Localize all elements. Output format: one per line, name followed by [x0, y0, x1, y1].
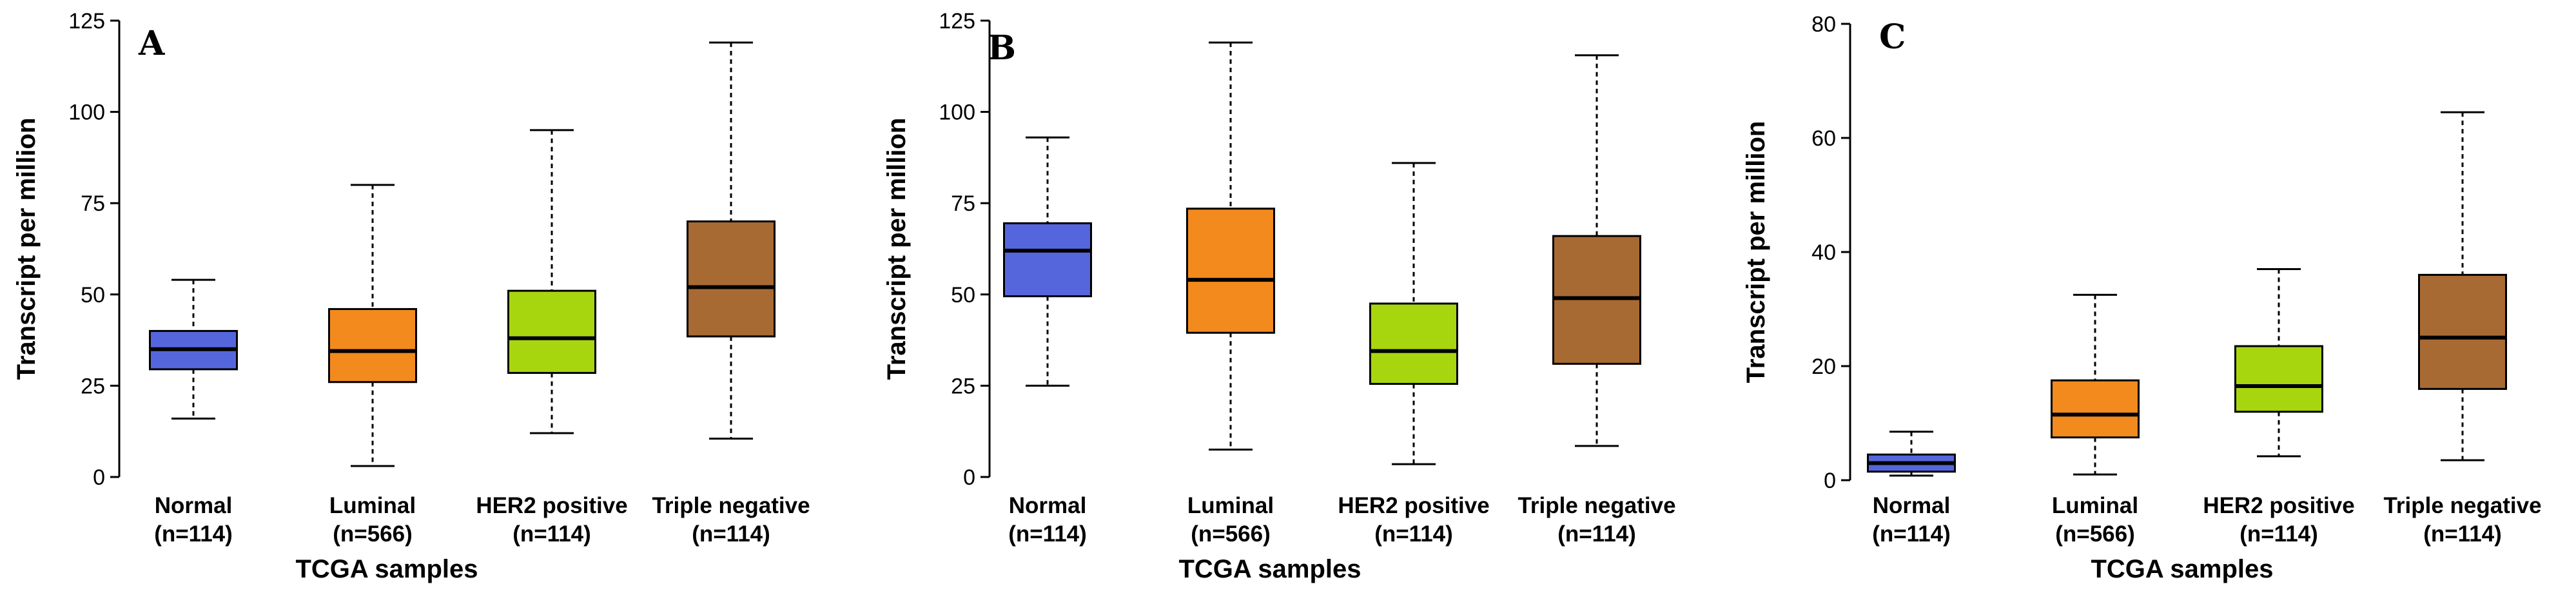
box-her2-positive: HER2 positive (n=114): [476, 129, 628, 547]
category-label: HER2 positive: [476, 493, 627, 518]
iqr-box: [507, 289, 596, 374]
category-count: (n=566): [2055, 521, 2135, 547]
x-axis-title: TCGA samples: [295, 555, 478, 583]
category-label: Luminal: [329, 493, 416, 518]
iqr-box: [2051, 379, 2140, 439]
y-tick-label: 40: [1811, 240, 1836, 265]
y-tick-label: 75: [951, 191, 975, 216]
box-triple-negative: Triple negative (n=114): [2383, 111, 2542, 547]
y-tick-label: 0: [963, 465, 975, 490]
iqr-box: [1003, 222, 1092, 298]
y-tick-label: 80: [1811, 12, 1836, 37]
category-count: (n=114): [1008, 521, 1087, 547]
y-axis-title: Transcript per million: [1742, 121, 1770, 384]
category-label: Triple negative: [652, 493, 810, 518]
iqr-box: [328, 307, 417, 384]
category-count: (n=114): [2423, 521, 2502, 547]
iqr-box: [1369, 302, 1458, 385]
y-tick-label: 25: [951, 374, 975, 398]
y-axis-title: Transcript per million: [883, 118, 911, 380]
category-count: (n=114): [512, 521, 591, 547]
box-normal: Normal (n=114): [149, 278, 238, 547]
panel-label: A: [138, 24, 165, 63]
y-tick-label: 25: [81, 374, 105, 398]
y-tick-label: 100: [939, 101, 975, 125]
category-label: Triple negative: [1517, 493, 1675, 518]
box-her2-positive: HER2 positive (n=114): [1338, 162, 1490, 547]
category-count: (n=114): [1557, 521, 1636, 547]
x-axis-title: TCGA samples: [2091, 555, 2273, 583]
category-count: (n=114): [2239, 521, 2318, 547]
category-label: Normal: [1009, 493, 1087, 518]
category-label: Triple negative: [2383, 493, 2541, 518]
y-tick-label: 75: [81, 191, 105, 216]
y-tick-label: 60: [1811, 126, 1836, 151]
box-luminal: Luminal (n=566): [328, 184, 417, 547]
category-count: (n=114): [1872, 521, 1951, 547]
category-count: (n=566): [333, 521, 413, 547]
iqr-box: [2234, 345, 2323, 413]
iqr-box: [687, 220, 776, 338]
category-count: (n=566): [1191, 521, 1271, 547]
iqr-box: [1186, 208, 1275, 334]
box-luminal: Luminal (n=566): [1186, 41, 1275, 547]
y-tick-label: 0: [1824, 469, 1836, 493]
panel-b: 0 25 50 75 100 125 Transcript per million B Norm…: [883, 9, 1676, 583]
category-label: Luminal: [2052, 493, 2138, 518]
panel-label: C: [1879, 17, 1906, 57]
category-label: Luminal: [1187, 493, 1274, 518]
panel-c: 0 20 40 60 80 Transcript per million C Normal (n…: [1742, 12, 2542, 583]
box-triple-negative: Triple negative (n=114): [1517, 54, 1676, 547]
iqr-box: [2418, 273, 2507, 390]
category-count: (n=114): [154, 521, 233, 547]
x-axis-title: TCGA samples: [1178, 555, 1361, 583]
box-triple-negative: Triple negative (n=114): [652, 41, 810, 547]
y-tick-label: 100: [68, 101, 105, 125]
category-count: (n=114): [1374, 521, 1453, 547]
y-tick-label: 125: [939, 9, 975, 34]
box-normal: Normal (n=114): [1003, 136, 1092, 547]
y-tick-label: 50: [81, 283, 105, 307]
y-tick-label: 0: [93, 465, 105, 490]
category-label: Normal: [1873, 493, 1951, 518]
category-count: (n=114): [692, 521, 770, 547]
box-normal: Normal (n=114): [1867, 431, 1956, 547]
box-luminal: Luminal (n=566): [2051, 293, 2140, 547]
category-label: HER2 positive: [2203, 493, 2354, 518]
y-tick-label: 20: [1811, 355, 1836, 379]
y-tick-label: 125: [68, 9, 105, 34]
box-her2-positive: HER2 positive (n=114): [2203, 268, 2355, 547]
category-label: HER2 positive: [1338, 493, 1489, 518]
panel-label: B: [988, 28, 1016, 68]
panel-a: 0 25 50 75 100 125 Transcript per million A Norm…: [12, 9, 810, 583]
y-axis-title: Transcript per million: [12, 118, 41, 380]
y-tick-label: 50: [951, 283, 975, 307]
category-label: Normal: [155, 493, 233, 518]
